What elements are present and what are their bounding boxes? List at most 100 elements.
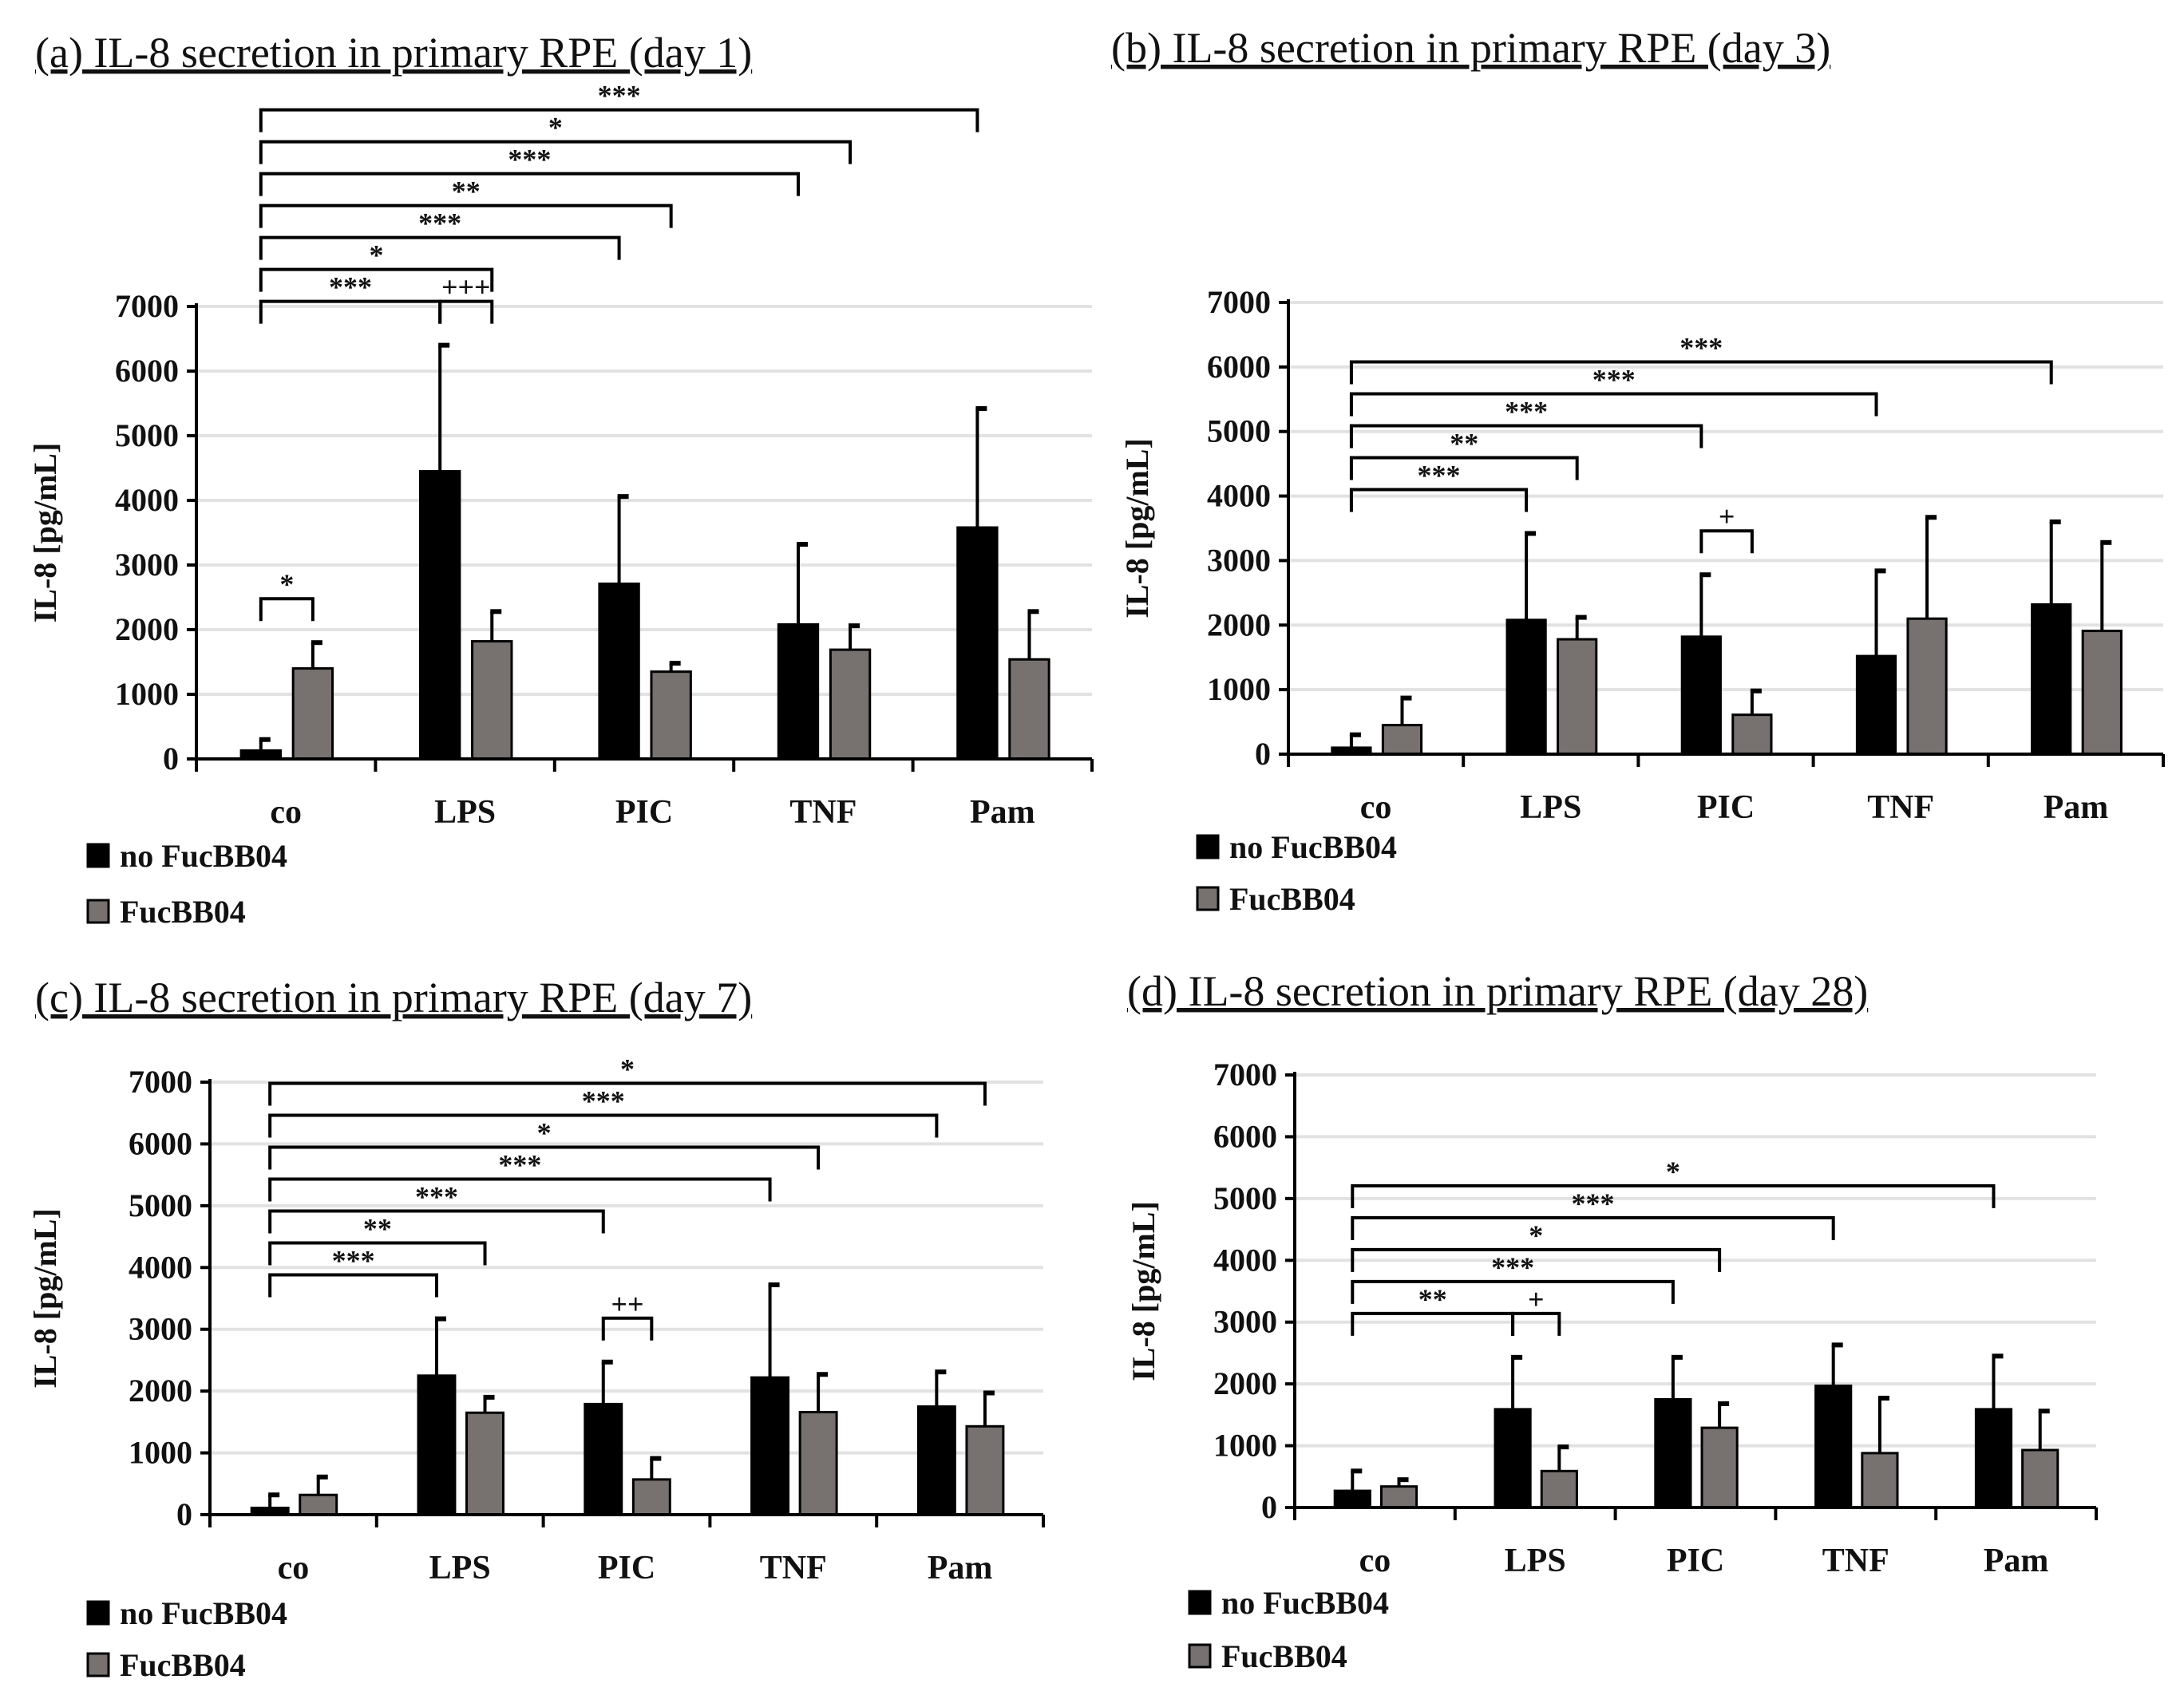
significance-bracket xyxy=(1351,1311,1515,1336)
chart-title: (d) IL-8 secretion in primary RPE (day 2… xyxy=(1127,967,1868,1015)
y-tick-label: 7000 xyxy=(1207,284,1271,320)
y-tick-label: 5000 xyxy=(1213,1180,1277,1216)
significance-label: *** xyxy=(332,1245,375,1277)
bar-co-fucbb04 xyxy=(1379,1485,1418,1509)
x-category-label: Pam xyxy=(1984,1543,2049,1579)
legend-swatch xyxy=(1188,1643,1212,1669)
bar-Pam-no-fucbb04 xyxy=(2031,603,2072,756)
bar-Pam-no-fucbb04 xyxy=(1974,1408,2013,1509)
bar-PIC-fucbb04 xyxy=(1731,713,1773,756)
chart-panel-d: (d) IL-8 secretion in primary RPE (day 2… xyxy=(1126,967,2098,1674)
x-category-label: LPS xyxy=(1505,1543,1566,1579)
bar-TNF-fucbb04 xyxy=(1906,617,1948,756)
y-tick-label: 2000 xyxy=(129,1373,192,1409)
bar-Pam-no-fucbb04 xyxy=(956,526,999,761)
x-category-label: PIC xyxy=(1697,789,1755,826)
significance-label: +++ xyxy=(441,271,491,303)
significance-bracket xyxy=(1351,1183,1996,1208)
significance-bracket xyxy=(259,140,853,164)
bar-LPS-fucbb04 xyxy=(471,640,513,761)
bar-LPS-fucbb04 xyxy=(1557,638,1598,756)
y-tick-label: 0 xyxy=(163,741,179,776)
significance-label: * xyxy=(537,1117,552,1149)
significance-label: *** xyxy=(582,1085,625,1117)
y-tick-label: 6000 xyxy=(129,1125,192,1161)
legend-swatch xyxy=(1196,834,1220,859)
legend-label: FucBB04 xyxy=(120,894,246,930)
significance-bracket xyxy=(268,1177,772,1202)
legend-label: FucBB04 xyxy=(120,1647,246,1683)
legend-label: no FucBB04 xyxy=(120,1595,287,1631)
y-tick-label: 4000 xyxy=(129,1249,192,1285)
y-tick-label: 3000 xyxy=(1213,1304,1277,1340)
significance-bracket xyxy=(268,1273,438,1298)
x-category-label: co xyxy=(278,1550,310,1586)
y-tick-label: 3000 xyxy=(115,547,179,583)
significance-label: ** xyxy=(452,176,481,207)
significance-bracket xyxy=(438,299,494,324)
y-tick-label: 2000 xyxy=(1213,1365,1277,1401)
bar-TNF-fucbb04 xyxy=(1861,1452,1899,1509)
y-tick-label: 1000 xyxy=(1207,671,1271,707)
bar-LPS-no-fucbb04 xyxy=(1494,1408,1532,1509)
y-tick-label: 0 xyxy=(1255,736,1271,772)
significance-label: *** xyxy=(1571,1187,1614,1219)
significance-label: *** xyxy=(498,1149,541,1181)
chart-panel-a: (a) IL-8 secretion in primary RPE (day 1… xyxy=(27,29,1094,930)
legend-swatch xyxy=(1188,1590,1212,1615)
bar-Pam-no-fucbb04 xyxy=(916,1405,956,1516)
significance-bracket xyxy=(268,1145,821,1170)
significance-label: * xyxy=(620,1053,635,1085)
significance-bracket xyxy=(1349,488,1529,512)
legend-swatch xyxy=(86,843,110,868)
bar-TNF-no-fucbb04 xyxy=(777,623,820,761)
bar-TNF-no-fucbb04 xyxy=(1855,654,1897,756)
x-category-label: Pam xyxy=(2044,789,2109,826)
bar-Pam-fucbb04 xyxy=(1008,658,1050,761)
bar-PIC-no-fucbb04 xyxy=(584,1402,623,1516)
y-tick-label: 3000 xyxy=(129,1311,192,1347)
significance-bracket xyxy=(1351,1247,1722,1272)
significance-bracket xyxy=(1349,456,1579,480)
significance-label: ** xyxy=(1450,427,1478,459)
y-tick-label: 5000 xyxy=(1207,413,1271,449)
bar-co-fucbb04 xyxy=(291,667,334,761)
significance-bracket xyxy=(1351,1215,1835,1240)
x-category-label: TNF xyxy=(789,794,857,831)
x-category-label: co xyxy=(1359,1543,1391,1579)
bar-PIC-fucbb04 xyxy=(650,670,692,761)
significance-bracket xyxy=(1349,392,1878,417)
x-category-label: co xyxy=(270,794,302,831)
y-tick-label: 4000 xyxy=(115,482,179,518)
y-axis-label: IL-8 [pg/mL] xyxy=(1119,438,1155,618)
significance-label: * xyxy=(370,239,384,271)
y-axis-label: IL-8 [pg/mL] xyxy=(27,443,63,623)
significance-bracket xyxy=(268,1209,605,1234)
bar-LPS-no-fucbb04 xyxy=(419,470,461,761)
bar-PIC-no-fucbb04 xyxy=(1680,635,1722,756)
significance-bracket xyxy=(259,235,621,260)
x-category-label: Pam xyxy=(970,794,1035,831)
significance-bracket xyxy=(259,172,800,196)
chart-title: (b) IL-8 secretion in primary RPE (day 3… xyxy=(1111,24,1830,72)
bar-co-no-fucbb04 xyxy=(1333,1489,1371,1509)
significance-bracket xyxy=(259,299,442,324)
legend-swatch xyxy=(86,1652,110,1677)
bar-PIC-no-fucbb04 xyxy=(598,582,640,761)
significance-label: *** xyxy=(1418,459,1461,491)
bar-TNF-fucbb04 xyxy=(798,1410,838,1516)
bar-Pam-fucbb04 xyxy=(2021,1448,2059,1509)
y-tick-label: 6000 xyxy=(115,353,179,389)
y-axis-label: IL-8 [pg/mL] xyxy=(27,1208,63,1389)
bar-LPS-no-fucbb04 xyxy=(417,1374,457,1516)
y-tick-label: 0 xyxy=(176,1496,192,1532)
legend-swatch xyxy=(86,899,110,924)
y-tick-label: 1000 xyxy=(129,1435,192,1471)
significance-bracket xyxy=(601,1316,654,1341)
y-tick-label: 2000 xyxy=(115,611,179,647)
significance-label: * xyxy=(548,112,563,144)
significance-label: *** xyxy=(415,1181,458,1213)
legend-swatch xyxy=(1196,886,1220,911)
bar-Pam-fucbb04 xyxy=(965,1424,1005,1516)
